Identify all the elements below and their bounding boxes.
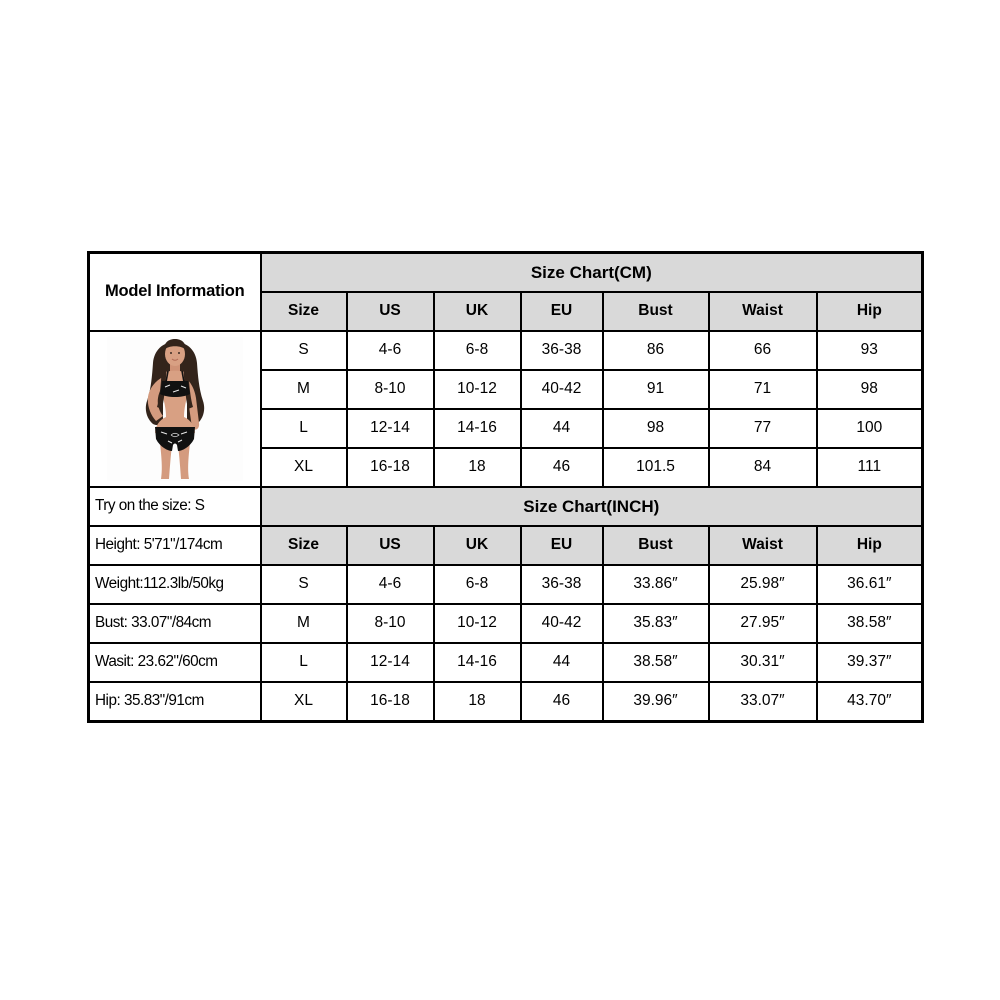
model-hip: Hip: 35.83"/91cm bbox=[87, 681, 262, 723]
cm-cell-m-eu: 40-42 bbox=[519, 369, 604, 410]
inch-cell-m-waist: 27.95″ bbox=[707, 603, 818, 644]
model-information-title: Model Information bbox=[87, 251, 262, 332]
cm-cell-xl-uk: 18 bbox=[432, 447, 522, 488]
cm-header-uk: UK bbox=[432, 291, 522, 332]
model-try-on-size: Try on the size: S bbox=[87, 486, 262, 527]
cm-cell-xl-us: 16-18 bbox=[345, 447, 435, 488]
cm-cell-m-waist: 71 bbox=[707, 369, 818, 410]
table-row: Bust: 33.07"/84cm M 8-10 10-12 40-42 35.… bbox=[87, 603, 924, 644]
cm-section-title: Size Chart(CM) bbox=[259, 251, 924, 293]
cm-cell-m-us: 8-10 bbox=[345, 369, 435, 410]
cm-cell-xl-bust: 101.5 bbox=[601, 447, 710, 488]
cm-cell-s-uk: 6-8 bbox=[432, 330, 522, 371]
inch-cell-l-eu: 44 bbox=[519, 642, 604, 683]
inch-cell-m-hip: 38.58″ bbox=[815, 603, 924, 644]
cm-cell-s-bust: 86 bbox=[601, 330, 710, 371]
model-weight: Weight:112.3lb/50kg bbox=[87, 564, 262, 605]
inch-cell-m-uk: 10-12 bbox=[432, 603, 522, 644]
cm-cell-s-us: 4-6 bbox=[345, 330, 435, 371]
model-waist: Wasit: 23.62"/60cm bbox=[87, 642, 262, 683]
table-row: Wasit: 23.62"/60cm L 12-14 14-16 44 38.5… bbox=[87, 642, 924, 683]
inch-header-uk: UK bbox=[432, 525, 522, 566]
table-row: Try on the size: S Size Chart(INCH) bbox=[87, 486, 924, 527]
cm-cell-l-eu: 44 bbox=[519, 408, 604, 449]
inch-cell-m-eu: 40-42 bbox=[519, 603, 604, 644]
inch-cell-xl-waist: 33.07″ bbox=[707, 681, 818, 723]
inch-cell-l-bust: 38.58″ bbox=[601, 642, 710, 683]
inch-cell-s-bust: 33.86″ bbox=[601, 564, 710, 605]
inch-cell-xl-us: 16-18 bbox=[345, 681, 435, 723]
cm-cell-s-hip: 93 bbox=[815, 330, 924, 371]
inch-cell-l-uk: 14-16 bbox=[432, 642, 522, 683]
inch-cell-s-size: S bbox=[259, 564, 348, 605]
cm-cell-m-size: M bbox=[259, 369, 348, 410]
cm-cell-l-size: L bbox=[259, 408, 348, 449]
cm-cell-m-bust: 91 bbox=[601, 369, 710, 410]
inch-header-eu: EU bbox=[519, 525, 604, 566]
cm-cell-l-bust: 98 bbox=[601, 408, 710, 449]
cm-header-us: US bbox=[345, 291, 435, 332]
model-photo bbox=[106, 337, 243, 481]
cm-cell-s-waist: 66 bbox=[707, 330, 818, 371]
inch-cell-xl-uk: 18 bbox=[432, 681, 522, 723]
table-row: Hip: 35.83"/91cm XL 16-18 18 46 39.96″ 3… bbox=[87, 681, 924, 723]
inch-section-title: Size Chart(INCH) bbox=[259, 486, 924, 527]
cm-header-size: Size bbox=[259, 291, 348, 332]
inch-cell-l-waist: 30.31″ bbox=[707, 642, 818, 683]
inch-cell-s-eu: 36-38 bbox=[519, 564, 604, 605]
cm-header-eu: EU bbox=[519, 291, 604, 332]
cm-header-hip: Hip bbox=[815, 291, 924, 332]
table-row: L 12-14 14-16 44 98 77 100 bbox=[89, 408, 924, 449]
inch-cell-m-us: 8-10 bbox=[345, 603, 435, 644]
inch-cell-m-size: M bbox=[259, 603, 348, 644]
cm-cell-l-waist: 77 bbox=[707, 408, 818, 449]
table-row: Weight:112.3lb/50kg S 4-6 6-8 36-38 33.8… bbox=[87, 564, 924, 605]
table-row: S 4-6 6-8 36-38 86 66 93 bbox=[87, 330, 924, 488]
inch-cell-s-us: 4-6 bbox=[345, 564, 435, 605]
model-height: Height: 5'71"/174cm bbox=[87, 525, 262, 566]
inch-header-bust: Bust bbox=[601, 525, 710, 566]
cm-cell-l-hip: 100 bbox=[815, 408, 924, 449]
cm-header-waist: Waist bbox=[707, 291, 818, 332]
inch-cell-xl-bust: 39.96″ bbox=[601, 681, 710, 723]
cm-cell-m-hip: 98 bbox=[815, 369, 924, 410]
cm-cell-xl-waist: 84 bbox=[707, 447, 818, 488]
inch-cell-m-bust: 35.83″ bbox=[601, 603, 710, 644]
model-bust: Bust: 33.07"/84cm bbox=[87, 603, 262, 644]
inch-cell-s-hip: 36.61″ bbox=[815, 564, 924, 605]
inch-cell-xl-hip: 43.70″ bbox=[815, 681, 924, 723]
cm-cell-s-size: S bbox=[259, 330, 348, 371]
model-photo-cell bbox=[87, 330, 262, 488]
cm-cell-xl-hip: 111 bbox=[815, 447, 924, 488]
table-row: Model Information Size Chart(CM) bbox=[87, 251, 924, 332]
inch-header-size: Size bbox=[259, 525, 348, 566]
cm-cell-xl-eu: 46 bbox=[519, 447, 604, 488]
inch-cell-l-us: 12-14 bbox=[345, 642, 435, 683]
cm-cell-l-us: 12-14 bbox=[345, 408, 435, 449]
cm-cell-s-eu: 36-38 bbox=[519, 330, 604, 371]
inch-cell-xl-eu: 46 bbox=[519, 681, 604, 723]
inch-cell-l-hip: 39.37″ bbox=[815, 642, 924, 683]
inch-cell-s-waist: 25.98″ bbox=[707, 564, 818, 605]
table-row: M 8-10 10-12 40-42 91 71 98 bbox=[89, 369, 924, 410]
table-row: Height: 5'71"/174cm Size US UK EU Bust W… bbox=[87, 525, 924, 566]
inch-header-us: US bbox=[345, 525, 435, 566]
size-chart-table: Model Information Size Chart(CM) Size US… bbox=[87, 251, 925, 723]
inch-cell-l-size: L bbox=[259, 642, 348, 683]
cm-header-bust: Bust bbox=[601, 291, 710, 332]
inch-cell-s-uk: 6-8 bbox=[432, 564, 522, 605]
cm-cell-l-uk: 14-16 bbox=[432, 408, 522, 449]
cm-cell-m-uk: 10-12 bbox=[432, 369, 522, 410]
cm-cell-xl-size: XL bbox=[259, 447, 348, 488]
inch-cell-xl-size: XL bbox=[259, 681, 348, 723]
inch-header-waist: Waist bbox=[707, 525, 818, 566]
inch-header-hip: Hip bbox=[815, 525, 924, 566]
table-row: XL 16-18 18 46 101.5 84 111 bbox=[89, 447, 924, 488]
table-row: Size US UK EU Bust Waist Hip bbox=[89, 291, 924, 332]
